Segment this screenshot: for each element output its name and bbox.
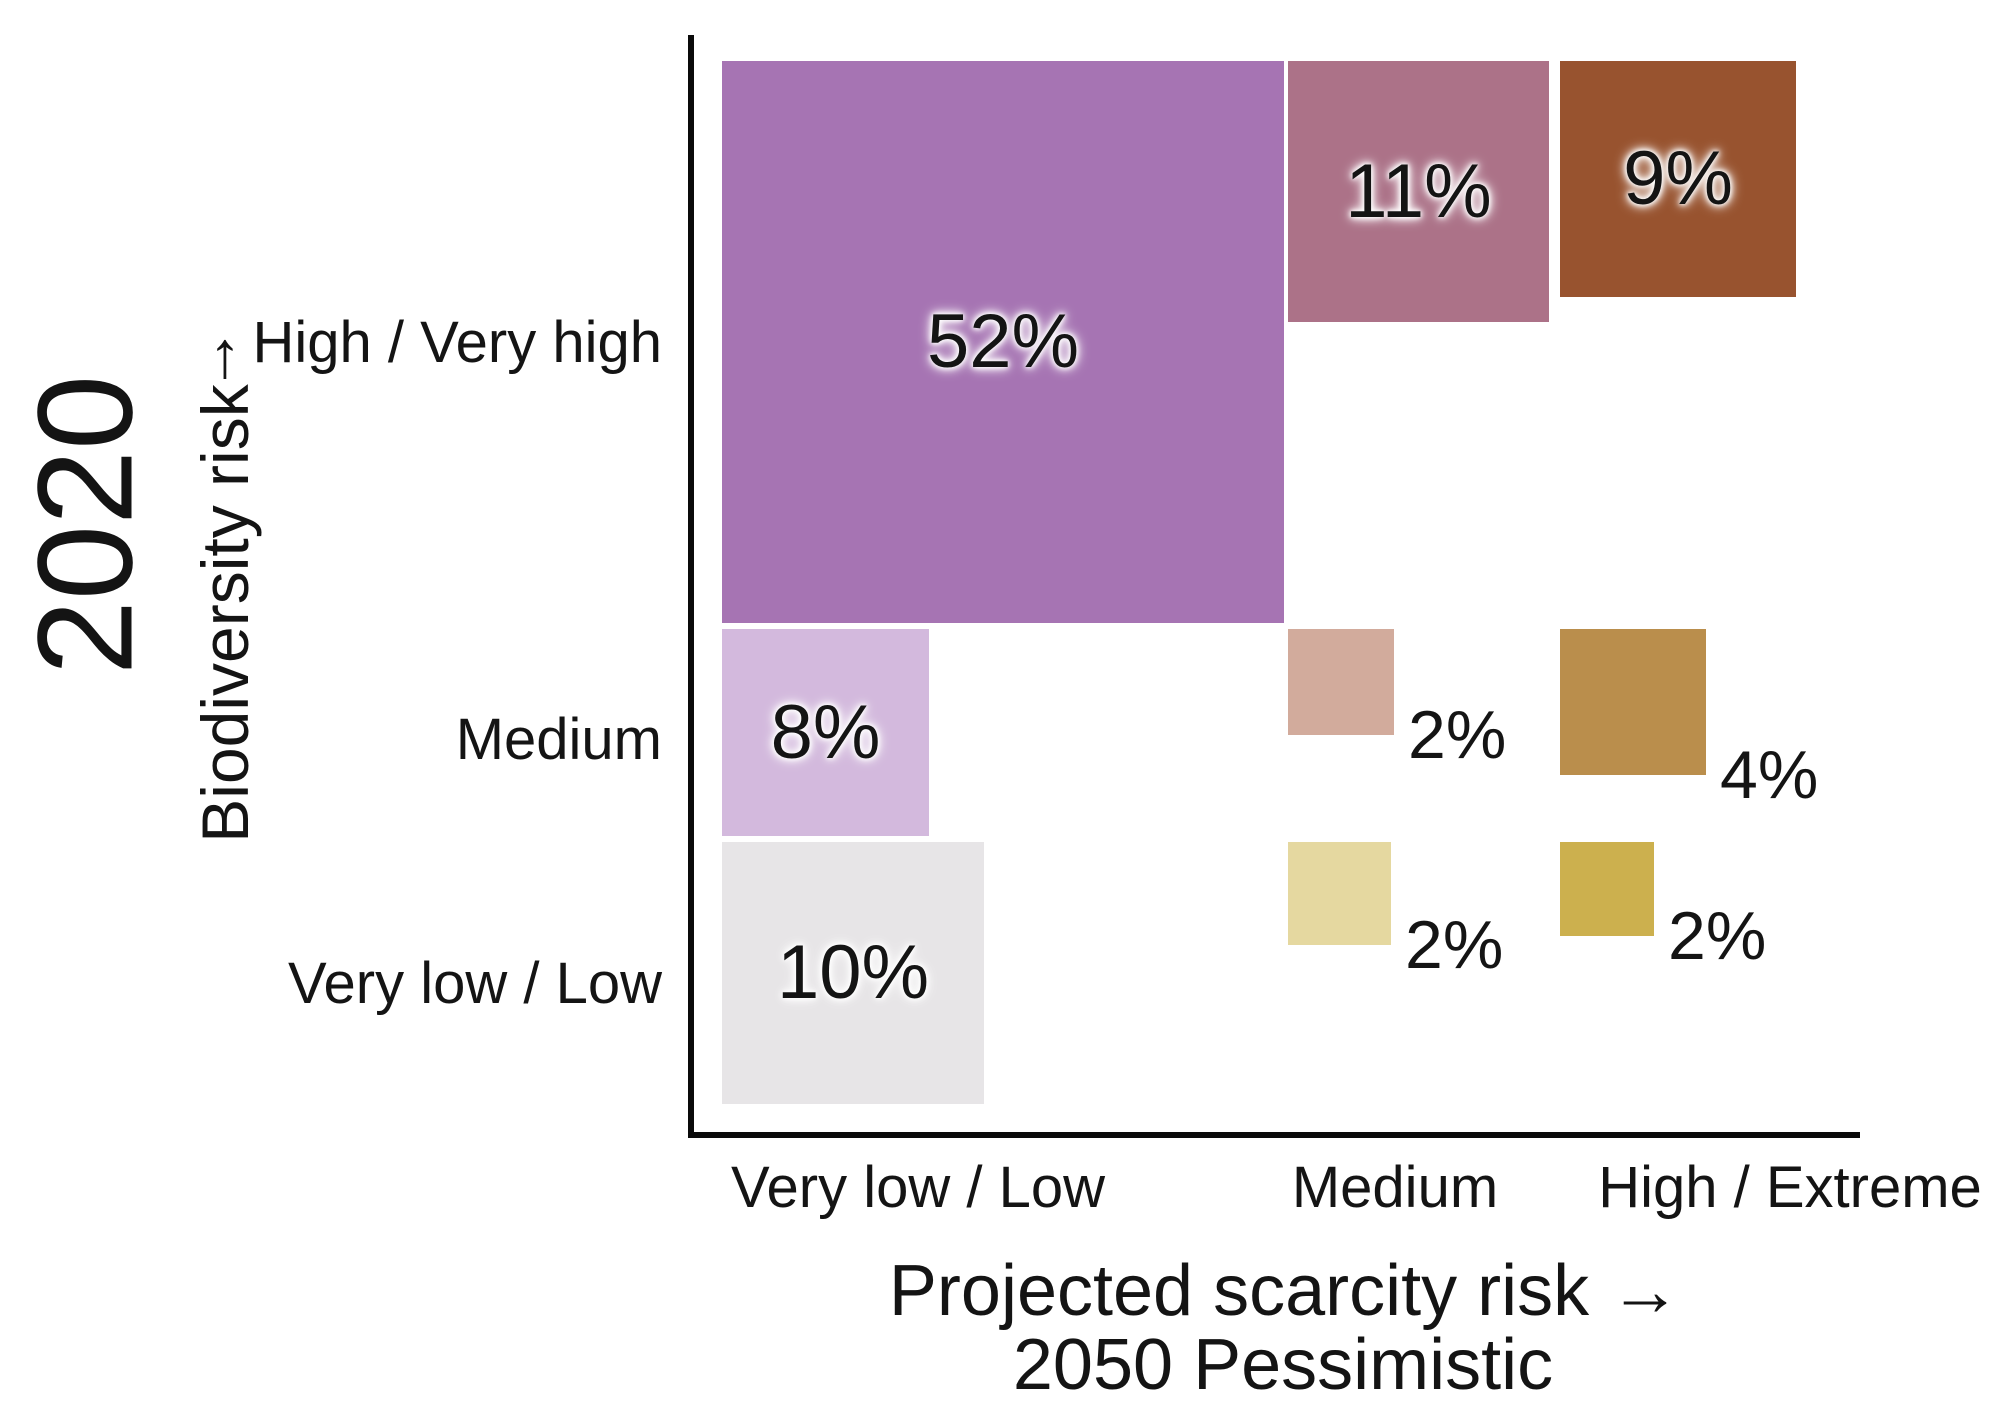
x-axis-subtitle: 2050 Pessimistic [1012, 1325, 1554, 1405]
cell-percentage-label: 11% [1345, 148, 1492, 234]
up-arrow-icon: ↑ [208, 316, 242, 391]
right-arrow-icon: → [1609, 1251, 1682, 1331]
x-tick-high-extreme: High / Extreme [1598, 1155, 1982, 1220]
risk-cell: 9% [1560, 61, 1796, 297]
cell-percentage-label: 8% [770, 689, 881, 775]
cell-percentage-label: 4% [1720, 737, 1819, 813]
y-tick-high-very-high: High / Very high [252, 310, 662, 375]
x-axis-title-text: Projected scarcity risk [888, 1251, 1590, 1331]
x-axis-line [688, 1132, 1860, 1138]
cell-percentage-label: 2% [1408, 697, 1507, 773]
risk-cell: 52% [722, 61, 1284, 623]
risk-cell: 8% [722, 629, 929, 836]
risk-cell: 11% [1288, 61, 1549, 322]
cell-percentage-label: 10% [776, 930, 930, 1015]
y-axis-title: Biodiversity risk↑ [188, 317, 262, 843]
risk-cell [1560, 629, 1706, 775]
y-tick-very-low-low: Very low / Low [288, 951, 662, 1016]
risk-cell: 10% [722, 842, 984, 1104]
cell-percentage-label: 9% [1623, 136, 1733, 221]
cell-percentage-label: 2% [1405, 907, 1504, 983]
y-axis-title-text: Biodiversity risk [188, 384, 262, 843]
y-axis-year-label: 2020 [9, 374, 161, 676]
y-tick-medium: Medium [455, 707, 662, 772]
x-tick-medium: Medium [1291, 1155, 1499, 1220]
risk-cell [1288, 842, 1391, 945]
cell-percentage-label: 2% [1668, 898, 1767, 974]
cell-percentage-label: 52% [926, 299, 1080, 384]
x-tick-very-low-low: Very low / Low [731, 1155, 1105, 1220]
x-axis-title: Projected scarcity risk → [888, 1251, 1682, 1331]
risk-cell [1560, 842, 1654, 936]
y-axis-line [688, 35, 694, 1138]
risk-cell [1288, 629, 1394, 735]
